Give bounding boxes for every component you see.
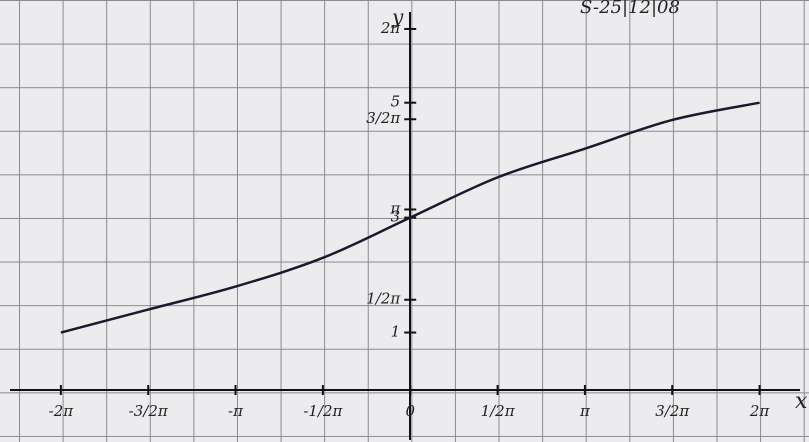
- y-tick-label: 2π: [380, 19, 402, 37]
- y-tick-label: 1/2π: [366, 290, 401, 308]
- x-tick-label: -2π: [49, 402, 75, 420]
- x-tick-label: 2π: [749, 402, 771, 420]
- x-tick-label: 0: [405, 402, 415, 420]
- y-tick-label: π: [389, 199, 401, 217]
- x-tick-label: 1/2π: [481, 402, 516, 420]
- x-tick-label: -1/2π: [303, 402, 343, 420]
- y-tick-label: 3/2π: [366, 109, 401, 127]
- x-tick-label: -π: [228, 402, 244, 420]
- y-tick-label: 1: [391, 323, 401, 341]
- note: S-25|12|08: [580, 0, 680, 18]
- x-tick-label: π: [579, 402, 591, 420]
- y-tick-label: 5: [391, 93, 401, 111]
- x-axis-label: x: [795, 389, 808, 414]
- paper: x y S-25|12|08 -2π-3/2π-π-1/2π01/2ππ3/2π…: [0, 0, 809, 442]
- chart: x y S-25|12|08 -2π-3/2π-π-1/2π01/2ππ3/2π…: [0, 0, 809, 442]
- x-tick-label: 3/2π: [655, 402, 690, 420]
- x-tick-label: -3/2π: [129, 402, 169, 420]
